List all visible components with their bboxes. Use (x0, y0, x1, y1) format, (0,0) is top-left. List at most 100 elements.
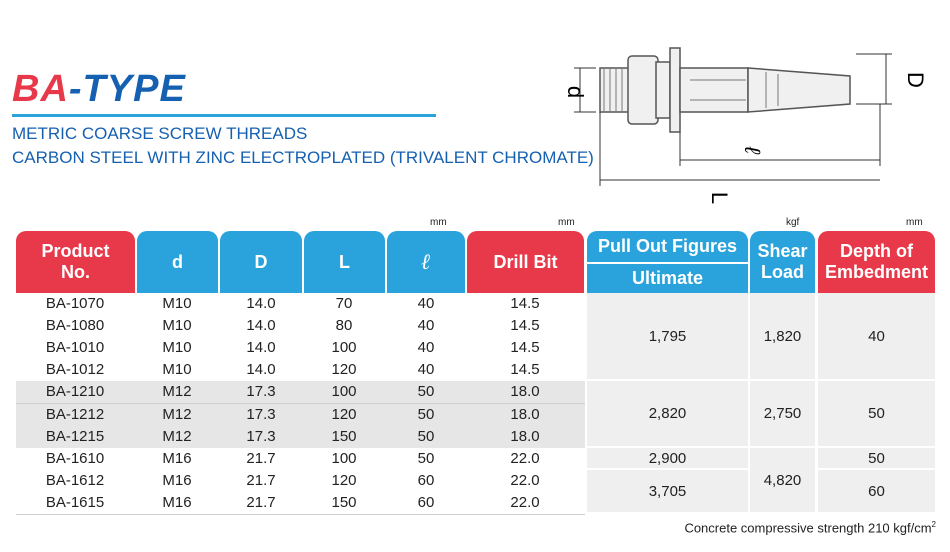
title-rule (12, 114, 436, 117)
table-cell: BA-1610 (45, 449, 105, 467)
column-header: L (304, 231, 385, 293)
table-cell: 40 (417, 361, 435, 379)
title: BA-TYPE (12, 68, 186, 111)
table-cell: M16 (162, 493, 192, 511)
table-cell: M16 (162, 471, 192, 489)
table-cell: 50 (417, 427, 435, 445)
table-cell: 14.0 (246, 339, 276, 357)
column-header: Pull Out Figures (587, 231, 748, 262)
anchor-diagram: d D ℓ L (563, 47, 928, 204)
diagram-label: L (707, 192, 732, 204)
table-cell: 120 (331, 361, 357, 379)
title-accent: -TYPE (68, 68, 186, 110)
table-cell: 14.0 (246, 361, 276, 379)
diagram-label: D (903, 72, 928, 88)
table-cell: 100 (331, 449, 357, 467)
diagram-label: d (563, 86, 588, 98)
table-cell: 22.0 (510, 471, 540, 489)
footnote-text: Concrete compressive strength 210 kgf/cm (684, 520, 932, 536)
table-cell: 14.0 (246, 317, 276, 335)
table-cell: 21.7 (246, 471, 276, 489)
unit: mm (558, 217, 575, 228)
table-cell: 18.0 (510, 405, 540, 423)
table-cell: 22.0 (510, 493, 540, 511)
merged-cell: 2,820 (587, 381, 748, 448)
column-header: d (137, 231, 218, 293)
table-cell: 14.5 (510, 295, 540, 312)
table-cell: 100 (331, 339, 357, 357)
table-cell: M12 (162, 383, 192, 401)
merged-cell: 60 (818, 470, 935, 514)
table-cell: 18.0 (510, 383, 540, 401)
unit: mm (906, 217, 923, 228)
table-cell: 17.3 (246, 383, 276, 401)
unit: mm (430, 217, 447, 228)
title-main: BA (12, 68, 69, 110)
column-header: D (220, 231, 302, 293)
table-cell: M12 (162, 427, 192, 445)
table-cell: 14.5 (510, 317, 540, 335)
column-header: Drill Bit (467, 231, 584, 293)
unit: kgf (786, 217, 800, 228)
table-cell: 120 (331, 471, 357, 489)
table-cell: 21.7 (246, 449, 276, 467)
table-cell: 40 (417, 339, 435, 357)
merged-cell: 2,900 (587, 448, 748, 470)
merged-cell: 3,705 (587, 470, 748, 514)
table-cell: 150 (331, 427, 357, 445)
merged-cell: 50 (818, 448, 935, 470)
table-cell: 50 (417, 383, 435, 401)
table-cell: 18.0 (510, 427, 540, 445)
table-cell: M10 (162, 361, 192, 379)
footnote: Concrete compressive strength 210 kgf/cm… (684, 520, 936, 535)
table-cell: 14.0 (246, 295, 276, 312)
table-cell: 22.0 (510, 449, 540, 467)
column-header: Product No. (41, 241, 110, 282)
table-cell: 120 (331, 405, 357, 423)
table-cell: 60 (417, 493, 435, 511)
table-row (16, 491, 585, 515)
table-cell: 17.3 (246, 405, 276, 423)
table-cell: 14.5 (510, 339, 540, 357)
table-cell: BA-1210 (45, 383, 105, 401)
table-cell: M10 (162, 317, 192, 335)
diagram-label: ℓ (740, 145, 765, 154)
column-header: ℓ (387, 231, 465, 293)
column-header: Shear Load (757, 241, 808, 282)
table-cell: M12 (162, 405, 192, 423)
table-cell: M10 (162, 295, 192, 312)
table-cell: BA-1080 (45, 317, 105, 335)
table-cell: 17.3 (246, 427, 276, 445)
subtitle: CARBON STEEL WITH ZINC ELECTROPLATED (TR… (12, 148, 594, 167)
table-cell: BA-1010 (45, 339, 105, 357)
table-cell: 21.7 (246, 493, 276, 511)
table-cell: 100 (331, 383, 357, 401)
column-header: Ultimate (587, 264, 748, 293)
table-cell: BA-1012 (45, 361, 105, 379)
table-cell: BA-1615 (45, 493, 105, 511)
merged-cell: 1,820 (750, 293, 815, 381)
merged-cell: 50 (818, 381, 935, 448)
table-cell: 40 (417, 317, 435, 335)
table-cell: M16 (162, 449, 192, 467)
table-cell: 80 (335, 317, 353, 335)
merged-cell: 40 (818, 293, 935, 381)
table-cell: BA-1612 (45, 471, 105, 489)
footnote-superscript: 2 (931, 520, 936, 529)
merged-cell: 1,795 (587, 293, 748, 381)
table-cell: M10 (162, 339, 192, 357)
subtitle: METRIC COARSE SCREW THREADS (12, 124, 308, 143)
table-cell: 50 (417, 405, 435, 423)
column-header: Depth of Embedment (824, 241, 929, 282)
table-cell: 60 (417, 471, 435, 489)
table-cell: 14.5 (510, 361, 540, 379)
table-cell: 70 (335, 295, 353, 312)
merged-cell: 4,820 (750, 448, 815, 514)
table-cell: BA-1215 (45, 427, 105, 445)
table-cell: BA-1070 (45, 295, 105, 312)
table-cell: 50 (417, 449, 435, 467)
merged-cell: 2,750 (750, 381, 815, 448)
table-cell: BA-1212 (45, 405, 105, 423)
table-cell: 150 (331, 493, 357, 511)
